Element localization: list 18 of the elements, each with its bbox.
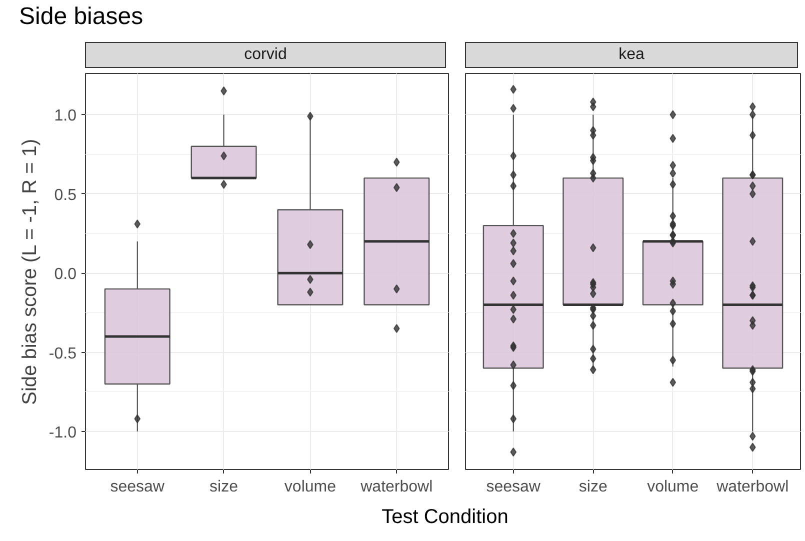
x-tick-label: seesaw (110, 478, 165, 496)
x-tick-label: size (578, 478, 608, 496)
x-tick-label: volume (284, 478, 336, 496)
x-tick-label: volume (647, 478, 699, 496)
y-tick-label: 0.5 (54, 186, 77, 204)
chart-subtitle: corvid (244, 45, 287, 65)
x-tick-label: size (210, 478, 238, 496)
x-tick-label: waterbowl (716, 478, 789, 496)
chart-subtitle: kea (618, 45, 644, 65)
x-tick-label: seesaw (486, 478, 541, 496)
y-tick-label: -0.5 (48, 345, 77, 362)
y-axis-title: Side bias score (L = -1, R = 1) (18, 138, 41, 405)
x-axis-title: Test Condition (382, 505, 508, 530)
y-tick-label: 0.0 (54, 266, 77, 284)
y-tick-label: -1.0 (48, 424, 77, 442)
chart-title: Side biases (19, 2, 144, 32)
x-tick-label: waterbowl (360, 478, 433, 496)
y-tick-label: 1.0 (54, 108, 77, 125)
